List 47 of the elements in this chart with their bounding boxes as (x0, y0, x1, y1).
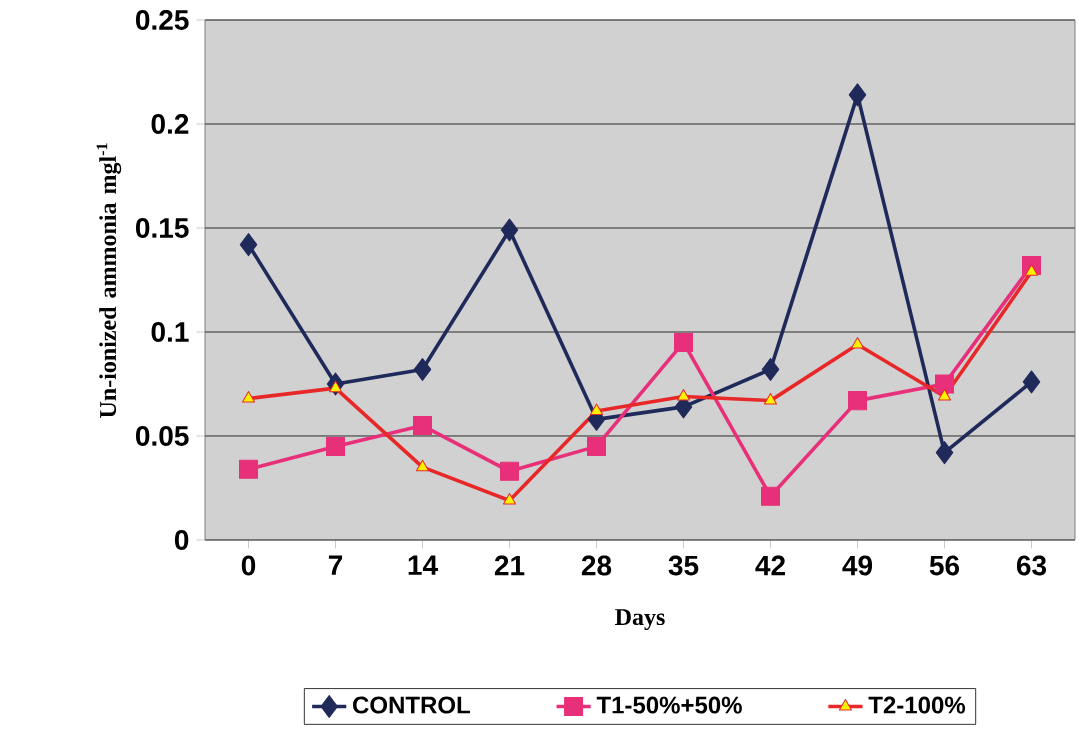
point (241, 391, 256, 403)
x-tick-label: 14 (408, 555, 438, 575)
point (413, 416, 433, 436)
point (676, 388, 691, 401)
point (239, 459, 259, 479)
legend-label: CONTROL (353, 696, 470, 714)
point (500, 461, 520, 481)
x-tick-label: 49 (842, 555, 873, 576)
point (937, 388, 952, 401)
point (239, 233, 258, 257)
point (415, 459, 430, 472)
x-tick-label: 56 (929, 555, 960, 576)
point (761, 486, 781, 506)
x-axis-title: Days (615, 609, 665, 631)
point (850, 336, 865, 349)
x-tick-label: 0 (241, 555, 256, 576)
point (500, 218, 519, 242)
x-tick-label: 21 (494, 555, 525, 576)
point (761, 357, 780, 381)
x-tick-label: 28 (581, 555, 612, 576)
y-tick-label: 0.25 (136, 10, 189, 30)
point (935, 374, 955, 394)
point (328, 380, 343, 393)
y-tick-label: 0.1 (151, 322, 189, 342)
point (1022, 370, 1041, 394)
legend-label: T2-100% (868, 696, 966, 714)
point (326, 436, 346, 456)
y-axis-title: Un-ionized ammonia mgl$^{-1}$ (96, 143, 122, 418)
y-tick-label: 0.2 (151, 114, 189, 134)
point (935, 441, 954, 465)
x-tick-label: 7 (328, 555, 343, 575)
point (589, 403, 604, 416)
x-tick-label: 35 (668, 555, 699, 576)
point (1024, 264, 1039, 276)
x-tick-label: 63 (1016, 555, 1047, 576)
point (848, 391, 867, 411)
x-tick-label: 42 (755, 555, 785, 576)
legend-label: T1-50%+50% (596, 696, 742, 714)
point (502, 492, 517, 505)
y-tick-label: 0.15 (136, 218, 189, 238)
point (848, 83, 867, 107)
point (674, 332, 694, 352)
point (763, 393, 778, 405)
y-tick-label: 0.05 (136, 426, 189, 446)
point (587, 436, 607, 456)
point (413, 357, 432, 381)
y-tick-label: 0 (174, 530, 189, 550)
